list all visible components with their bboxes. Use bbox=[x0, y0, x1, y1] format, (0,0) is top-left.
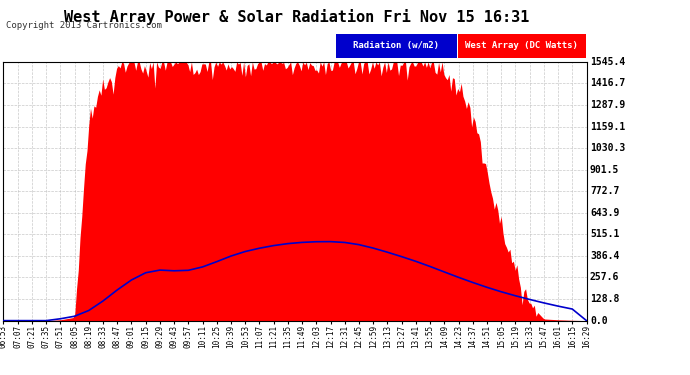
Text: 1030.3: 1030.3 bbox=[590, 143, 625, 153]
Text: Radiation (w/m2): Radiation (w/m2) bbox=[353, 42, 439, 51]
Text: 1545.4: 1545.4 bbox=[590, 57, 625, 67]
Text: 0.0: 0.0 bbox=[590, 316, 608, 326]
Text: West Array (DC Watts): West Array (DC Watts) bbox=[465, 42, 578, 51]
Text: 643.9: 643.9 bbox=[590, 208, 620, 218]
Text: 772.7: 772.7 bbox=[590, 186, 620, 196]
Text: 1416.7: 1416.7 bbox=[590, 78, 625, 88]
Text: 128.8: 128.8 bbox=[590, 294, 620, 304]
Text: 257.6: 257.6 bbox=[590, 273, 620, 282]
Text: 1287.9: 1287.9 bbox=[590, 100, 625, 110]
Text: 901.5: 901.5 bbox=[590, 165, 620, 175]
Text: 1159.1: 1159.1 bbox=[590, 122, 625, 132]
Text: 515.1: 515.1 bbox=[590, 230, 620, 239]
Text: Copyright 2013 Cartronics.com: Copyright 2013 Cartronics.com bbox=[6, 21, 161, 30]
Text: West Array Power & Solar Radiation Fri Nov 15 16:31: West Array Power & Solar Radiation Fri N… bbox=[64, 9, 529, 26]
Text: 386.4: 386.4 bbox=[590, 251, 620, 261]
